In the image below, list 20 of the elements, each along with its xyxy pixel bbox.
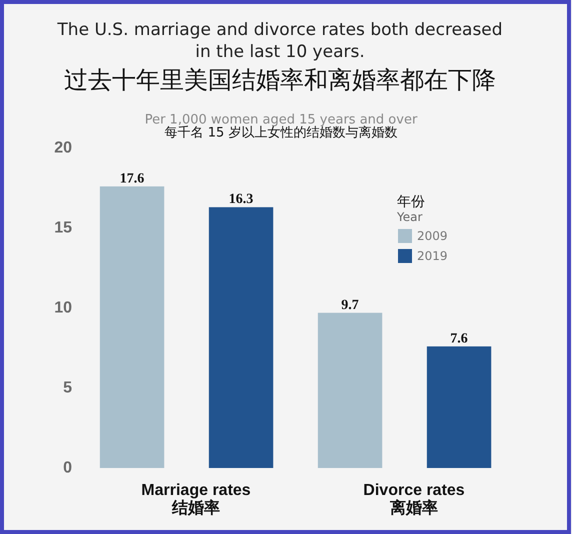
bar [208, 207, 274, 468]
data-label: 7.6 [450, 331, 468, 346]
bar [426, 346, 492, 468]
legend-label: 2009 [417, 229, 448, 243]
x-tick-label: Marriage rates 结婚率 [141, 482, 251, 517]
data-label: 9.7 [341, 298, 359, 313]
y-tick-label: 20 [54, 140, 72, 156]
data-label: 17.6 [120, 171, 144, 186]
x-tick-label: Divorce rates 离婚率 [363, 482, 465, 517]
bar [318, 312, 382, 468]
y-tick-label: 10 [54, 300, 72, 316]
chart-title: The U.S. marriage and divorce rates both decreased in the last 10 years. 过去十年里美国结婚率和离婚率都在下降 [56, 20, 503, 94]
legend-title: 年份 Year [396, 194, 425, 224]
y-tick-label: 5 [63, 380, 72, 396]
chart-subtitle: Per 1,000 women aged 15 years and over 每千名 15 岁以上女性的结婚数与离婚数 [144, 112, 418, 140]
y-tick-label: 15 [54, 220, 72, 236]
y-tick-label: 0 [63, 460, 72, 476]
legend-label: 2019 [417, 249, 448, 263]
bar [100, 186, 164, 468]
data-label: 16.3 [228, 192, 254, 208]
